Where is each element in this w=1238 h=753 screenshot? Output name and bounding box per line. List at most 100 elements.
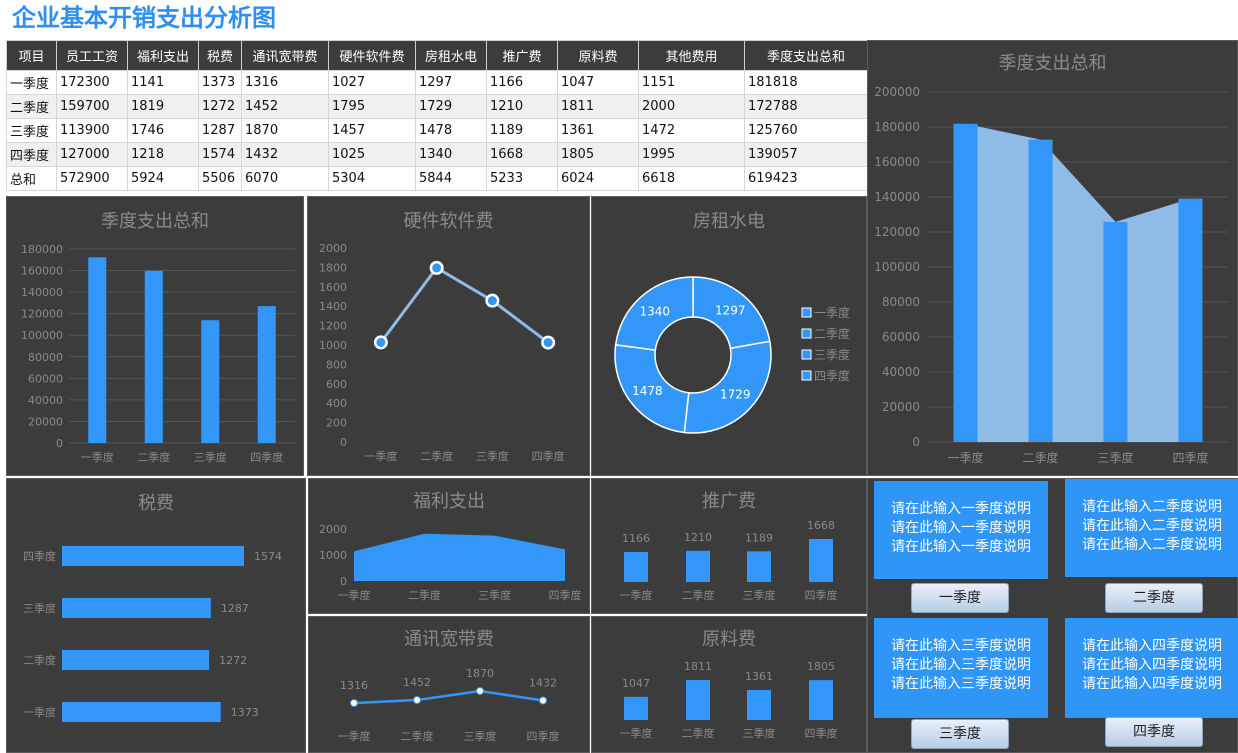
table-cell: 1729	[415, 94, 487, 119]
bar	[747, 689, 771, 720]
data-label: 1870	[466, 667, 494, 680]
y-tick-label: 120000	[21, 308, 63, 321]
bar	[1028, 139, 1053, 442]
q4-button[interactable]: 四季度	[1105, 717, 1203, 747]
bar	[686, 550, 710, 582]
note-line: 请在此输入一季度说明	[891, 520, 1031, 536]
x-tick-label: 一季度	[947, 450, 983, 465]
table-cell: 总和	[6, 166, 57, 191]
bar	[809, 539, 833, 582]
table-row: 三季度 113900 1746 1287 1870 1457 1478 1189 1361 147…	[6, 118, 868, 143]
q1-button[interactable]: 一季度	[911, 583, 1009, 613]
note-line: 请在此输入一季度说明	[891, 501, 1031, 517]
area-series	[354, 533, 565, 581]
x-tick-label: 一季度	[620, 588, 653, 602]
table-cell: 一季度	[6, 70, 57, 95]
data-label: 1287	[221, 602, 249, 615]
note-line: 请在此输入四季度说明	[1082, 638, 1222, 654]
chart-title: 税费	[138, 493, 174, 514]
bar	[624, 696, 648, 720]
data-label: 1210	[684, 531, 712, 544]
panel-promo: 推广费 1166 一季度 1210 二季度 1189 三季度 1668 四季度	[591, 478, 867, 614]
y-tick-label: 60000	[28, 372, 63, 385]
note-line: 请在此输入三季度说明	[891, 657, 1031, 673]
bar	[953, 123, 978, 443]
note-q2[interactable]: 请在此输入二季度说明 请在此输入二季度说明 请在此输入二季度说明	[1065, 479, 1238, 577]
table-row: 总和 572900 5924 5506 6070 5304 5844 5233 6024 6618…	[6, 166, 868, 191]
column-header: 原料费	[557, 40, 639, 71]
data-point	[543, 338, 553, 348]
bar	[686, 680, 710, 720]
table-cell: 1287	[198, 118, 242, 143]
series-line	[379, 265, 550, 344]
column-header: 房租水电	[415, 40, 487, 71]
panel-rent: 房租水电 1297 1729 1478 1340 一季度 二季度 三季度 四季度	[591, 196, 867, 476]
table-row: 四季度 127000 1218 1574 1432 1025 1340 1668 1805 199…	[6, 142, 868, 167]
bar	[62, 650, 210, 670]
promo-bar-chart: 1166 一季度 1210 二季度 1189 三季度 1668 四季度	[620, 519, 838, 602]
y-tick-label: 二季度	[23, 653, 56, 667]
column-header: 通讯宽带费	[241, 40, 329, 71]
data-point	[539, 696, 547, 705]
q2-button[interactable]: 二季度	[1105, 583, 1203, 613]
table-cell: 四季度	[6, 142, 57, 167]
bar	[88, 257, 107, 443]
table-cell: 1457	[328, 118, 416, 143]
x-tick-label: 一季度	[338, 729, 371, 743]
note-line: 请在此输入一季度说明	[891, 539, 1031, 555]
table-cell: 1795	[328, 94, 416, 119]
y-tick-label: 140000	[874, 190, 920, 204]
y-tick-label: 40000	[882, 365, 920, 379]
table-cell: 1047	[557, 70, 639, 95]
y-tick-label: 80000	[28, 351, 63, 364]
y-tick-label: 160000	[21, 265, 63, 278]
legend-label: 三季度	[814, 347, 850, 362]
y-tick-label: 100000	[21, 329, 63, 342]
pie-slice	[614, 276, 694, 351]
note-q1[interactable]: 请在此输入一季度说明 请在此输入一季度说明 请在此输入一季度说明	[874, 481, 1048, 579]
x-tick-label: 二季度	[401, 729, 434, 743]
column-header: 硬件软件费	[328, 40, 416, 71]
x-tick-label: 一季度	[81, 450, 114, 464]
legend-swatch	[801, 370, 812, 381]
table-cell: 1819	[127, 94, 199, 119]
legend-swatch	[801, 307, 812, 318]
table-cell: 1472	[638, 118, 745, 143]
x-tick-label: 四季度	[805, 726, 838, 740]
table-cell: 1210	[486, 94, 558, 119]
table-cell: 125760	[744, 118, 868, 143]
y-tick-label: 200	[326, 417, 347, 430]
q3-button[interactable]: 三季度	[911, 719, 1009, 749]
bar	[144, 270, 163, 443]
chart-title: 推广费	[702, 491, 756, 512]
note-q3[interactable]: 请在此输入三季度说明 请在此输入三季度说明 请在此输入三季度说明	[874, 618, 1048, 718]
y-tick-label: 0	[340, 575, 347, 588]
x-tick-label: 三季度	[743, 726, 776, 740]
chart-title: 季度支出总和	[998, 53, 1107, 74]
total-bar-area-chart: 0 20000 40000 60000 80000 100000 120000 140000 1…	[874, 85, 1228, 465]
chart-title: 硬件软件费	[403, 211, 494, 232]
bar	[62, 598, 211, 618]
salary-bar-chart: 0 20000 40000 60000 80000 100000 120000 140000 1…	[21, 243, 295, 464]
y-tick-label: 1200	[319, 320, 347, 333]
data-point	[476, 687, 484, 695]
table-cell: 1297	[415, 70, 487, 95]
column-header: 福利支出	[127, 40, 199, 71]
x-tick-label: 三季度	[1097, 450, 1133, 465]
x-tick-label: 一季度	[364, 449, 397, 463]
data-label: 1452	[403, 676, 431, 689]
chart-title: 福利支出	[413, 491, 485, 512]
note-line: 请在此输入二季度说明	[1082, 537, 1222, 553]
panel-total: 季度支出总和 0 20000 40000 60000 80000 100000 120000…	[867, 40, 1238, 476]
note-q4[interactable]: 请在此输入四季度说明 请在此输入四季度说明 请在此输入四季度说明	[1065, 618, 1238, 718]
welfare-area-chart: 0 1000 2000 一季度 二季度 三季度 四季度	[319, 523, 582, 602]
table-cell: 1452	[241, 94, 329, 119]
expense-table: 项目 员工工资 福利支出 税费 通讯宽带费 硬件软件费 房租水电 推广费 原料费 其他费用 季度支出…	[6, 40, 868, 191]
bar	[747, 551, 771, 582]
y-tick-label: 0	[340, 436, 347, 449]
x-tick-label: 二季度	[682, 726, 715, 740]
y-tick-label: 120000	[874, 225, 920, 239]
table-cell: 1025	[328, 142, 416, 167]
panel-welfare: 福利支出 0 1000 2000 一季度 二季度 三季度 四季度	[308, 478, 590, 614]
y-tick-label: 1000	[319, 549, 347, 562]
